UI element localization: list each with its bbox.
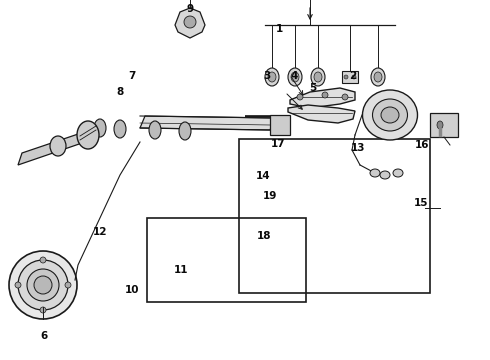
Ellipse shape [311, 68, 325, 86]
Ellipse shape [265, 68, 279, 86]
Text: 14: 14 [256, 171, 271, 181]
Ellipse shape [288, 68, 302, 86]
Polygon shape [140, 116, 275, 130]
Ellipse shape [291, 72, 299, 82]
Ellipse shape [371, 68, 385, 86]
Text: 17: 17 [271, 139, 286, 149]
Text: 1: 1 [276, 24, 283, 34]
Ellipse shape [40, 257, 46, 263]
Bar [342, 71, 358, 83]
Text: 7: 7 [128, 71, 136, 81]
Circle shape [342, 94, 348, 100]
Text: 9: 9 [187, 4, 194, 14]
Ellipse shape [363, 90, 417, 140]
Ellipse shape [34, 276, 52, 294]
Circle shape [322, 92, 328, 98]
Ellipse shape [65, 282, 71, 288]
Text: 19: 19 [263, 191, 278, 201]
Bar [270, 115, 290, 135]
Text: 2: 2 [349, 71, 356, 81]
Ellipse shape [15, 282, 21, 288]
Ellipse shape [18, 260, 68, 310]
Text: 3: 3 [264, 71, 270, 81]
Text: 15: 15 [414, 198, 429, 208]
Text: 18: 18 [256, 231, 271, 241]
Ellipse shape [437, 121, 443, 129]
Text: 11: 11 [174, 265, 189, 275]
Bar [430, 113, 458, 137]
Ellipse shape [314, 72, 322, 82]
Circle shape [344, 75, 348, 79]
Polygon shape [175, 8, 205, 38]
Text: 10: 10 [125, 285, 140, 295]
Text: 4: 4 [290, 71, 298, 81]
Ellipse shape [372, 99, 408, 131]
Text: 5: 5 [309, 83, 316, 93]
Bar [147, 218, 306, 302]
Text: 13: 13 [350, 143, 365, 153]
Text: 8: 8 [117, 87, 123, 97]
Ellipse shape [374, 72, 382, 82]
Circle shape [297, 94, 303, 100]
Circle shape [352, 75, 356, 79]
Ellipse shape [370, 169, 380, 177]
Text: 16: 16 [415, 140, 430, 150]
Text: 12: 12 [93, 227, 108, 237]
Ellipse shape [380, 171, 390, 179]
Ellipse shape [149, 121, 161, 139]
Bar [239, 139, 430, 293]
Ellipse shape [268, 72, 276, 82]
Ellipse shape [94, 119, 106, 137]
Polygon shape [288, 105, 355, 123]
Ellipse shape [184, 16, 196, 28]
Polygon shape [18, 130, 90, 165]
Ellipse shape [27, 269, 59, 301]
Ellipse shape [9, 251, 77, 319]
Ellipse shape [381, 107, 399, 123]
Ellipse shape [114, 120, 126, 138]
Ellipse shape [40, 307, 46, 313]
Text: 6: 6 [41, 330, 48, 341]
Ellipse shape [77, 121, 99, 149]
Ellipse shape [50, 136, 66, 156]
Polygon shape [290, 88, 355, 108]
Ellipse shape [393, 169, 403, 177]
Ellipse shape [179, 122, 191, 140]
